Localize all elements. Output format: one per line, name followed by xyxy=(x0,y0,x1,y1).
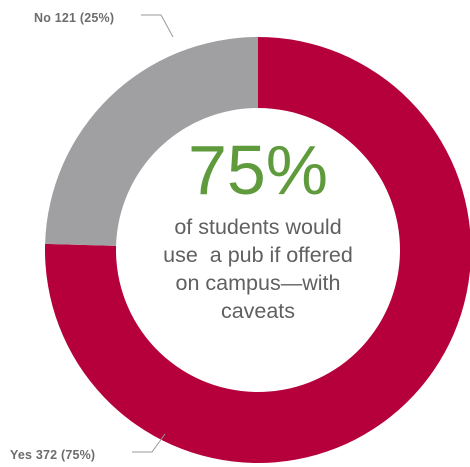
center-caption-line-4: caveats xyxy=(221,299,295,323)
center-headline-percent: 75% xyxy=(188,131,328,209)
leader-line-no xyxy=(141,14,174,38)
donut-slice-yes xyxy=(45,37,470,463)
donut-slices xyxy=(45,37,470,463)
center-caption-line-3: on campus—with xyxy=(176,271,341,295)
center-caption-line-2: use a pub if offered xyxy=(163,243,353,267)
label-leader-lines xyxy=(132,14,174,453)
slice-label-no: No 121 (25%) xyxy=(34,11,114,25)
center-caption-line-1: of students would xyxy=(174,215,341,239)
slice-label-yes: Yes 372 (75%) xyxy=(10,448,95,462)
leader-line-yes xyxy=(132,433,166,453)
donut-slice-no xyxy=(45,37,258,246)
